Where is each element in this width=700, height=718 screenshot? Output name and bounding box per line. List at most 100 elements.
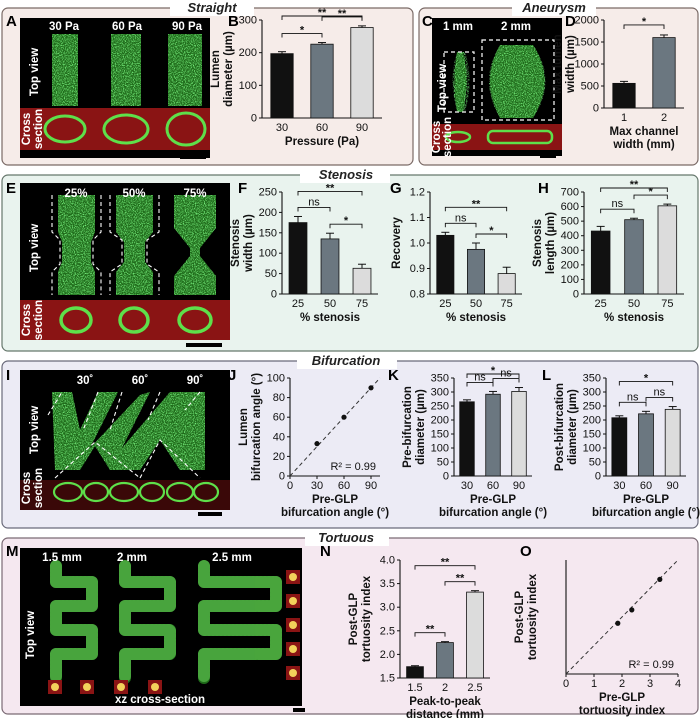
bar: [466, 591, 484, 679]
y-axis-label: Max lumen: [552, 34, 564, 93]
significance-bracket: [297, 207, 331, 212]
data-point: [657, 576, 663, 582]
y-tick-label: 50: [437, 457, 449, 469]
image-i-cross-1: Cross: [21, 472, 33, 505]
y-axis-label: diameter (µm): [415, 389, 427, 465]
significance-bracket: [645, 397, 674, 402]
y-axis-label: Recovery: [391, 217, 403, 269]
y-axis-label: width (µm): [565, 35, 577, 94]
x-tick-label: 90: [356, 122, 368, 134]
fit-line: [289, 377, 381, 477]
panel-letter-l: L: [542, 367, 551, 384]
y-tick-label: 1500: [575, 37, 599, 49]
y-tick-label: 250: [431, 401, 449, 413]
image-a-label-2: 60 Pa: [112, 21, 143, 33]
x-tick-label: 4: [675, 678, 681, 690]
x-axis-label: bifurcation angle (°): [281, 507, 389, 519]
y-tick-label: 50: [589, 457, 601, 469]
x-axis-label: Pre-GLP: [599, 692, 645, 704]
y-tick-label: 200: [259, 207, 277, 219]
image-e-label-3: 75%: [183, 188, 206, 200]
y-tick-label: 1000: [575, 59, 599, 71]
bar: [467, 248, 485, 295]
significance-bracket: [466, 373, 520, 378]
image-a-label-3: 90 Pa: [172, 21, 203, 33]
image-a-top-view: Top view: [29, 48, 41, 96]
y-tick-label: 1.0: [410, 238, 425, 250]
image-i-label-3: 90˚: [187, 375, 204, 387]
image-i-cross-2: section: [33, 468, 45, 508]
x-tick-label: 50: [628, 298, 640, 310]
x-axis-label: tortuosity index: [579, 705, 666, 717]
y-tick-label: 0.8: [410, 289, 425, 301]
x-axis-label: % stenosis: [604, 312, 664, 324]
y-tick-label: 100: [267, 373, 285, 385]
chart-g: 0.8 0.9 1.0 1.1 1.2 Recovery % stenosis 25 50 75 n…: [391, 187, 522, 324]
y-tick-label: 400: [561, 230, 579, 242]
panel-letter-i: I: [6, 367, 10, 384]
y-tick-label: 2.5: [380, 625, 395, 637]
y-tick-label: 700: [561, 187, 579, 199]
bar: [611, 417, 628, 477]
chart-k: 0 50 100 150 200 250 300 350 Pre-bifurcation diam…: [402, 365, 547, 519]
y-axis-label: length (µm): [545, 212, 557, 274]
x-tick-label: 3: [647, 678, 653, 690]
significance-bracket: [414, 632, 446, 637]
y-axis-label: diameter (µm): [567, 389, 579, 465]
x-tick-label: 0: [563, 678, 569, 690]
y-axis-label: Lumen: [238, 408, 250, 446]
x-tick-label: 60: [640, 480, 652, 492]
x-tick-label: 2: [619, 678, 625, 690]
x-tick-label: 90: [667, 480, 679, 492]
image-i-top-view: Top view: [29, 406, 41, 454]
significance-label: *: [644, 373, 649, 385]
x-axis-label: distance (mm): [406, 709, 484, 718]
y-tick-label: 350: [583, 373, 601, 385]
y-tick-label: 60: [273, 412, 285, 424]
x-tick-label: 2: [442, 682, 448, 694]
chart-l: 0 50 100 150 200 250 300 350 Post-bifurcation dia…: [554, 373, 700, 520]
y-tick-label: 0: [593, 103, 599, 115]
panel-letter-g: G: [390, 180, 402, 197]
bar: [657, 205, 678, 295]
x-axis-label: bifurcation angle (°): [592, 507, 700, 519]
bar: [406, 666, 424, 679]
bar: [310, 43, 334, 119]
x-tick-label: 75: [661, 298, 673, 310]
image-e-cross-2: section: [33, 300, 45, 340]
significance-label: *: [642, 16, 647, 28]
y-tick-label: 200: [583, 415, 601, 427]
data-point: [629, 607, 635, 613]
y-axis-label: Stenosis: [230, 219, 242, 267]
x-tick-label: 1.5: [407, 682, 422, 694]
chart-d: 0 500 1000 1500 2000 Max lumen width (µm) Max c…: [552, 15, 684, 151]
significance-label: **: [630, 179, 639, 191]
significance-bracket: [281, 15, 363, 20]
panel-letter-h: H: [538, 180, 549, 197]
bar: [638, 413, 654, 477]
y-tick-label: 600: [561, 201, 579, 213]
y-tick-label: 1.2: [410, 187, 425, 199]
image-c-label-2: 2 mm: [501, 21, 531, 33]
bar: [624, 219, 644, 295]
y-tick-label: 100: [259, 248, 277, 260]
bar: [350, 27, 374, 119]
y-tick-label: 150: [583, 429, 601, 441]
x-tick-label: 1: [591, 678, 597, 690]
x-tick-label: 2: [661, 112, 667, 124]
y-tick-label: 0: [573, 289, 579, 301]
significance-bracket: [444, 206, 508, 212]
x-tick-label: 90: [513, 480, 525, 492]
x-tick-label: 1: [621, 112, 627, 124]
y-tick-label: 300: [431, 387, 449, 399]
x-axis-label: Pre-GLP: [312, 494, 358, 506]
bar: [436, 234, 455, 295]
significance-label: *: [300, 25, 305, 37]
chart-o: Post-GLP tortuosity indexPre-GLPtortuosit…: [514, 559, 681, 717]
y-tick-label: 500: [581, 81, 599, 93]
x-tick-label: 25: [439, 298, 451, 310]
bar: [288, 222, 308, 295]
y-tick-label: 150: [431, 429, 449, 441]
significance-label: *: [489, 225, 494, 237]
